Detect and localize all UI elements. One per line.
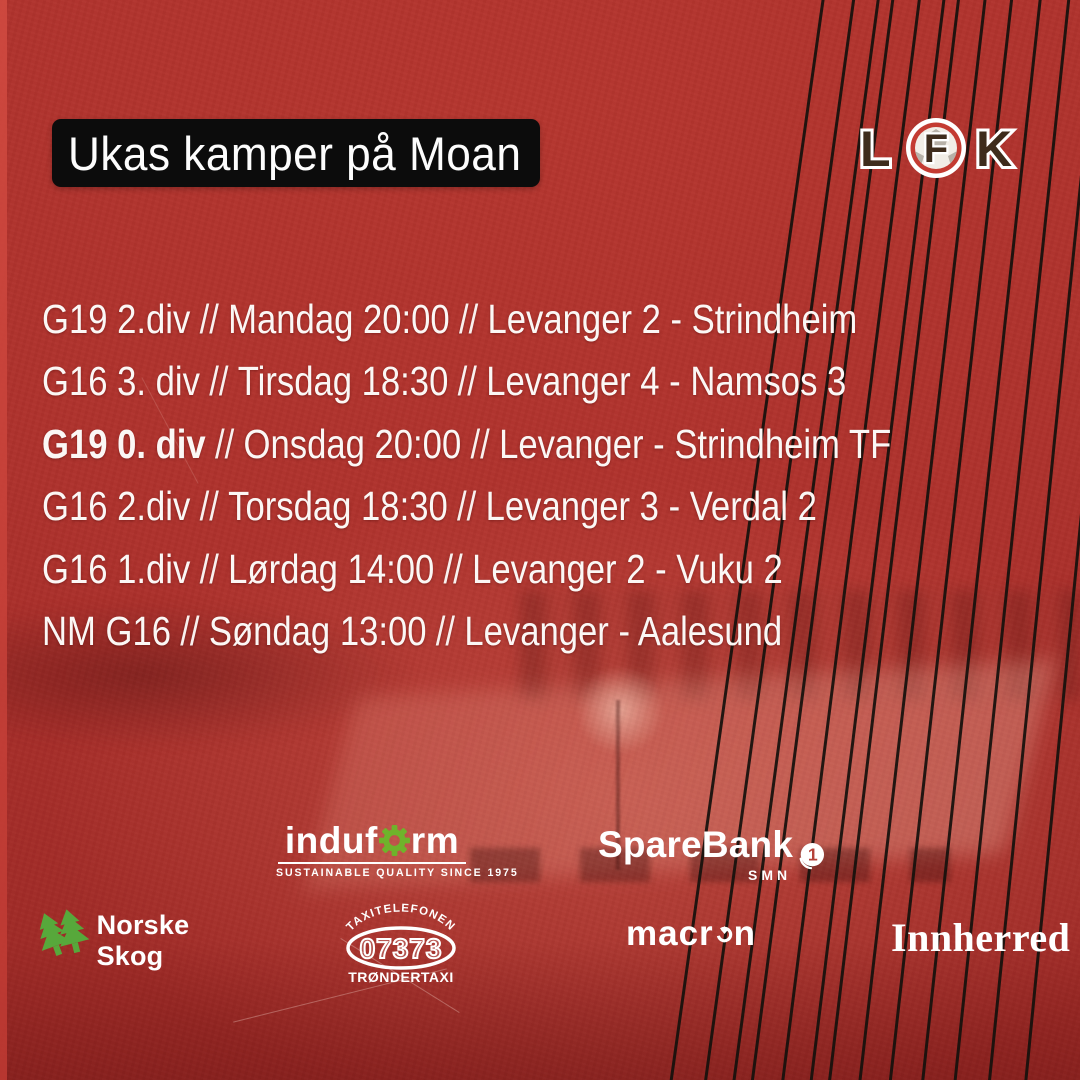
sponsor-trondertaxi: TAXITELEFONEN 07373 TRØNDERTAXI <box>333 901 469 992</box>
match-schedule: Lørdag 14:00 <box>228 545 435 592</box>
match-schedule: Søndag 13:00 <box>208 608 427 655</box>
title-banner: Ukas kamper på Moan <box>52 119 540 187</box>
separator: // <box>458 295 479 342</box>
match-category: G16 2.div <box>42 483 191 530</box>
left-edge-strip <box>0 0 7 1080</box>
separator: // <box>180 608 200 655</box>
match-list: G19 2.div // Mandag 20:00 // Levanger 2 … <box>42 288 1042 663</box>
separator: // <box>443 545 463 592</box>
svg-text:1: 1 <box>808 845 818 865</box>
match-row: G16 2.div // Torsdag 18:30 // Levanger 3… <box>42 476 887 539</box>
induform-tagline: SUSTAINABLE QUALITY SINCE 1975 <box>276 867 519 879</box>
match-fixture: Levanger - Aalesund <box>464 608 783 655</box>
lfk-letter-k: K <box>976 121 1012 177</box>
separator: // <box>470 420 490 467</box>
match-fixture: Levanger - Strindheim TF <box>499 420 892 467</box>
match-row: G19 0. div // Onsdag 20:00 // Levanger -… <box>42 413 891 476</box>
floodlight-glow <box>575 665 665 755</box>
page-title: Ukas kamper på Moan <box>67 126 522 180</box>
fir-tree-icon <box>39 909 89 957</box>
separator: // <box>214 420 235 467</box>
svg-text:07373: 07373 <box>360 933 443 964</box>
match-fixture: Levanger 2 - Strindheim <box>487 295 858 342</box>
separator: // <box>457 483 477 530</box>
sponsor-innherred: Innherred <box>891 914 1071 961</box>
lfk-letter-l: L <box>860 121 891 177</box>
match-row: NM G16 // Søndag 13:00 // Levanger - Aal… <box>42 601 887 664</box>
match-category: G19 0. div <box>42 420 206 467</box>
match-category: G19 2.div <box>42 295 191 342</box>
sparebank-one-icon: 1 <box>799 842 825 870</box>
lfk-letter-f: F <box>924 127 948 171</box>
induform-wordmark: induf rm <box>276 822 468 859</box>
separator: // <box>199 545 219 592</box>
separator: // <box>457 358 477 405</box>
football-icon: F <box>906 118 966 178</box>
match-schedule: Torsdag 18:30 <box>228 483 448 530</box>
norske-skog-wordmark: Norske Skog <box>96 910 190 971</box>
match-schedule: Mandag 20:00 <box>228 295 450 342</box>
macron-word-end: n <box>733 914 756 953</box>
macron-word-start: macr <box>626 914 714 953</box>
match-fixture: Levanger 3 - Verdal 2 <box>485 483 817 530</box>
induform-word-start: induf <box>284 820 378 861</box>
match-fixture: Levanger 4 - Namsos 3 <box>486 358 847 405</box>
separator: // <box>199 483 219 530</box>
taxi-oval-badge: TAXITELEFONEN 07373 TRØNDERTAXI <box>344 902 456 985</box>
sparebank-wordmark: SpareBank <box>598 824 794 865</box>
separator: // <box>209 358 229 405</box>
sponsor-norske-skog: Norske Skog <box>30 905 245 977</box>
match-schedule: Tirsdag 18:30 <box>237 358 449 405</box>
induform-word-end: rm <box>410 820 460 861</box>
sponsor-induform: induf rm SU <box>276 822 519 879</box>
induform-rule <box>278 862 466 864</box>
match-category: NM G16 <box>42 608 171 655</box>
lfk-club-logo: L F K <box>857 118 1015 180</box>
sponsor-sparebank: SpareBank SMN 1 <box>598 824 826 888</box>
separator: // <box>199 295 219 342</box>
gear-icon <box>378 825 410 856</box>
match-fixture: Levanger 2 - Vuku 2 <box>472 545 783 592</box>
sparebank-division: SMN <box>748 866 792 883</box>
separator: // <box>435 608 456 655</box>
match-category: G16 3. div <box>42 358 200 405</box>
match-category: G16 1.div <box>42 545 191 592</box>
match-row: G16 1.div // Lørdag 14:00 // Levanger 2 … <box>42 538 887 601</box>
match-schedule: Onsdag 20:00 <box>243 420 462 467</box>
match-row: G16 3. div // Tirsdag 18:30 // Levanger … <box>42 351 887 414</box>
svg-text:TRØNDERTAXI: TRØNDERTAXI <box>348 969 454 985</box>
sparebank-text: SpareBank SMN <box>598 824 794 883</box>
match-row: G19 2.div // Mandag 20:00 // Levanger 2 … <box>42 288 887 351</box>
sponsor-macron: macr n <box>626 916 756 951</box>
innherred-wordmark: Innherred <box>891 915 1071 960</box>
macron-emblem-icon <box>716 925 732 942</box>
